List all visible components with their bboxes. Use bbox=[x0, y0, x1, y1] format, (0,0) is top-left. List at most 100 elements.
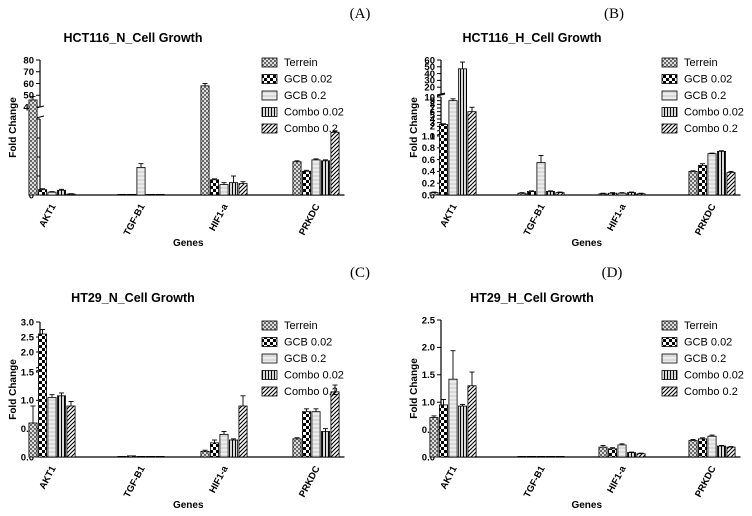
axis-break bbox=[436, 92, 446, 96]
bar-terrein bbox=[117, 455, 127, 458]
bar-gcb-002 bbox=[38, 189, 48, 196]
bar-gcb-002 bbox=[209, 179, 219, 196]
bar-gcb-02 bbox=[617, 444, 627, 458]
bar-combo-002 bbox=[627, 192, 637, 196]
y-tick-label: 0.4 bbox=[422, 167, 436, 178]
bar-gcb-02 bbox=[47, 397, 57, 458]
y-tick-label: 0.5 bbox=[21, 424, 35, 435]
y-tick-label: 9 bbox=[430, 96, 435, 107]
x-category-label: PRKDC bbox=[693, 464, 719, 499]
bar-terrein bbox=[200, 85, 210, 196]
y-tick-label: 1.0 bbox=[422, 131, 435, 142]
bar-terrein bbox=[598, 446, 608, 458]
legend: Terrein GCB 0.02 GCB 0.2 Combo 0.02 Combo 0.… bbox=[661, 57, 744, 135]
bar-combo-002 bbox=[457, 68, 467, 196]
y-tick-label: 0.8 bbox=[422, 143, 435, 154]
bar-gcb-002 bbox=[527, 191, 537, 196]
bar-combo-002 bbox=[546, 191, 556, 196]
y-tick-label: 6 bbox=[430, 107, 435, 118]
bar-gcb-02 bbox=[47, 191, 57, 196]
y-tick-label: 2.5 bbox=[422, 315, 436, 326]
bar-gcb-002 bbox=[438, 404, 448, 458]
legend-label: Combo 0.2 bbox=[284, 123, 338, 135]
chart-panel-1: (A)HCT116_N_Cell Growth012344050607080Fo… bbox=[8, 6, 370, 249]
bar-gcb-002 bbox=[698, 438, 708, 458]
bar-gcb-02 bbox=[617, 192, 627, 196]
bar-combo-02 bbox=[330, 391, 340, 458]
bar-terrein bbox=[688, 440, 698, 458]
legend: Terrein GCB 0.02 GCB 0.2 Combo 0.02 Combo 0.… bbox=[661, 320, 744, 398]
legend-label: Terrein bbox=[284, 57, 318, 69]
x-category-label: AKT1 bbox=[37, 464, 59, 492]
bar-combo-02 bbox=[467, 111, 477, 196]
bar-terrein bbox=[688, 170, 698, 196]
bar-combo-002 bbox=[57, 395, 67, 458]
x-category-label: HIF1-a bbox=[605, 202, 629, 233]
bar-combo-002 bbox=[717, 445, 727, 458]
chart-title: HT29_N_Cell Growth bbox=[71, 291, 195, 305]
y-tick-label: 0.2 bbox=[422, 179, 435, 190]
bar-combo-02 bbox=[726, 446, 736, 458]
x-category-label: HIF1-a bbox=[207, 202, 231, 233]
legend-label: GCB 0.2 bbox=[284, 353, 326, 365]
legend-swatch bbox=[261, 320, 278, 331]
chart-panel-3: (C) HT29_N_Cell Growth 0.0 0.5 1.0 1.5 2.0 2.5 3… bbox=[8, 265, 370, 511]
legend-swatch bbox=[261, 370, 278, 380]
axis-break bbox=[436, 93, 446, 97]
bar-gcb-002 bbox=[301, 411, 311, 458]
legend-swatch bbox=[661, 337, 678, 347]
legend-swatch bbox=[661, 90, 678, 101]
bar-terrein bbox=[117, 193, 127, 196]
bar-combo-002 bbox=[320, 160, 330, 196]
y-axis-label: Fold Change bbox=[409, 97, 420, 158]
x-category-label: HIF1-a bbox=[207, 464, 231, 495]
y-tick-label: 10 bbox=[424, 92, 435, 103]
chart-panel-2: (B)HCT116_H_Cell Growth 0.00.20.40.60.81.… bbox=[409, 6, 744, 249]
legend-swatch bbox=[261, 386, 278, 397]
y-tick-label: 80 bbox=[23, 55, 34, 66]
bar-terrein bbox=[429, 417, 439, 458]
x-category-label: PRKDC bbox=[693, 202, 719, 237]
bar-combo-002 bbox=[457, 405, 467, 458]
y-tick-label: 60 bbox=[424, 55, 435, 66]
bar-combo-002 bbox=[57, 189, 67, 196]
bar-gcb-002 bbox=[301, 170, 311, 196]
legend-swatch bbox=[261, 123, 278, 134]
bar-terrein bbox=[429, 192, 439, 196]
y-tick-label: 1.0 bbox=[422, 398, 435, 409]
y-tick-label: 5 bbox=[430, 111, 436, 122]
bar-combo-002 bbox=[145, 193, 155, 196]
x-category-label: TGF-B1 bbox=[122, 202, 148, 238]
bar-combo-02 bbox=[238, 405, 248, 458]
legend-label: Terrein bbox=[284, 320, 318, 332]
y-tick-label: 7 bbox=[430, 103, 435, 114]
bar-gcb-02 bbox=[707, 153, 717, 196]
y-tick-label: 70 bbox=[23, 67, 34, 78]
x-category-label: PRKDC bbox=[297, 202, 323, 237]
legend-swatch bbox=[661, 123, 678, 134]
bar-gcb-002 bbox=[209, 442, 219, 458]
bar-combo-02 bbox=[66, 405, 76, 458]
x-category-label: TGF-B1 bbox=[522, 464, 548, 500]
bar-combo-002 bbox=[320, 431, 330, 458]
bar-gcb-02 bbox=[219, 184, 229, 196]
bar-terrein bbox=[292, 161, 302, 196]
bar-gcb-002 bbox=[608, 192, 618, 196]
bar-combo-02 bbox=[155, 455, 165, 458]
y-tick-label: 2.5 bbox=[21, 332, 35, 343]
panel-letter: (B) bbox=[604, 6, 624, 22]
bar-gcb-002 bbox=[127, 455, 137, 458]
x-axis-label: Genes bbox=[571, 238, 602, 249]
y-tick-label: 0.0 bbox=[422, 452, 435, 463]
legend-swatch bbox=[661, 57, 678, 68]
y-axis-label: Fold Change bbox=[8, 359, 19, 420]
legend-swatch bbox=[261, 57, 278, 68]
bar-gcb-002 bbox=[608, 448, 618, 458]
chart-title: HCT116_H_Cell Growth bbox=[463, 31, 602, 45]
y-tick-label: 2.0 bbox=[21, 347, 34, 358]
legend-label: GCB 0.2 bbox=[684, 90, 726, 102]
bar-combo-002 bbox=[546, 455, 556, 458]
y-tick-label: 40 bbox=[424, 69, 435, 80]
legend-swatch bbox=[661, 320, 678, 331]
bar-combo-002 bbox=[228, 182, 238, 196]
